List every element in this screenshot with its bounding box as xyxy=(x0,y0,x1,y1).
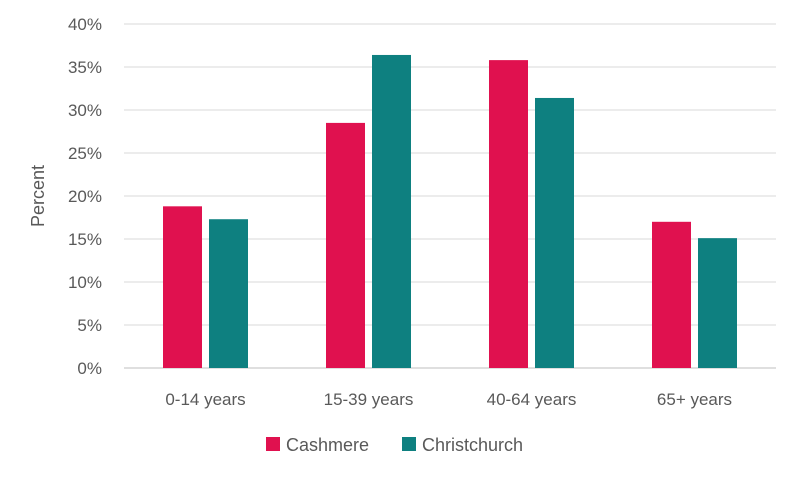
y-axis-tick-labels: 0% 5% 10% 15% 20% 25% 30% 35% 40% xyxy=(68,15,102,378)
bar-christchurch-0 xyxy=(209,219,248,368)
y-tick-label: 5% xyxy=(77,316,102,335)
bars xyxy=(163,54,737,369)
y-tick-label: 30% xyxy=(68,101,102,120)
legend-swatch-christchurch xyxy=(402,437,416,451)
x-tick-label: 0-14 years xyxy=(165,390,245,409)
bar-cashmere-2 xyxy=(489,60,528,369)
y-tick-label: 0% xyxy=(77,359,102,378)
x-axis-tick-labels: 0-14 years 15-39 years 40-64 years 65+ year… xyxy=(165,390,732,409)
y-tick-label: 10% xyxy=(68,273,102,292)
bar-cashmere-3 xyxy=(652,221,691,368)
x-tick-label: 65+ years xyxy=(657,390,732,409)
y-tick-label: 40% xyxy=(68,15,102,34)
legend-label-cashmere: Cashmere xyxy=(286,435,369,455)
legend-swatch-cashmere xyxy=(266,437,280,451)
x-tick-label: 40-64 years xyxy=(487,390,577,409)
bar-christchurch-1 xyxy=(372,54,411,369)
legend: Cashmere Christchurch xyxy=(266,435,523,455)
y-axis-title: Percent xyxy=(28,165,48,227)
bar-christchurch-3 xyxy=(698,238,737,368)
bar-cashmere-1 xyxy=(326,122,365,369)
y-tick-label: 15% xyxy=(68,230,102,249)
x-tick-label: 15-39 years xyxy=(324,390,414,409)
y-tick-label: 20% xyxy=(68,187,102,206)
y-tick-label: 25% xyxy=(68,144,102,163)
bar-christchurch-2 xyxy=(535,97,574,369)
legend-label-christchurch: Christchurch xyxy=(422,435,523,455)
bar-cashmere-0 xyxy=(163,206,202,368)
y-tick-label: 35% xyxy=(68,58,102,77)
